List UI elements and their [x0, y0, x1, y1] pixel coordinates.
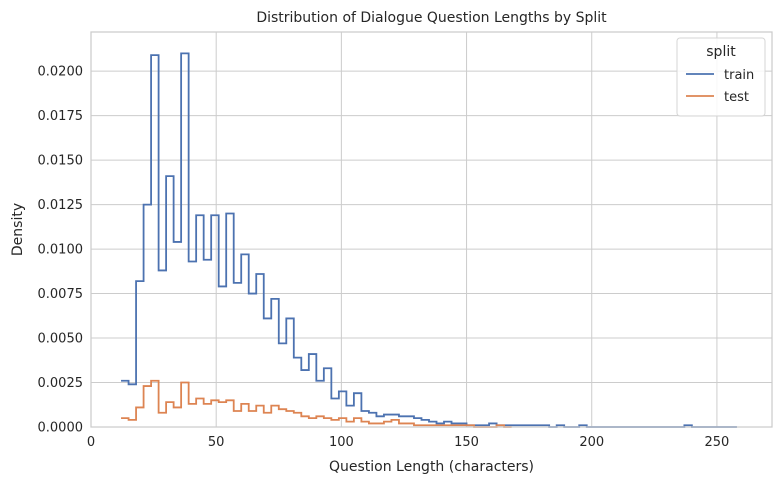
plot-frame: [90, 31, 773, 428]
y-tick-label: 0.0000: [38, 421, 84, 436]
x-tick-label: 150: [454, 435, 479, 450]
x-tick-label: 100: [329, 435, 354, 450]
x-axis-ticks: 0 50 100 150 200 250: [87, 435, 729, 450]
x-tick-label: 250: [705, 435, 730, 450]
legend-label-test: test: [724, 90, 749, 105]
legend: split train test: [676, 37, 766, 117]
legend-label-train: train: [724, 68, 754, 83]
y-axis-ticks: 0.0000 0.0025 0.0050 0.0075 0.0100 0.0125 0.01…: [38, 65, 84, 436]
x-tick-label: 0: [87, 435, 95, 450]
chart-title: Distribution of Dialogue Question Length…: [256, 10, 607, 26]
series-line-test: [121, 379, 512, 428]
y-axis-label: Density: [10, 203, 26, 256]
y-tick-label: 0.0075: [38, 287, 84, 302]
y-tick-label: 0.0100: [38, 243, 84, 258]
y-tick-label: 0.0175: [38, 109, 84, 124]
y-tick-label: 0.0150: [38, 154, 84, 169]
y-tick-label: 0.0050: [38, 332, 84, 347]
y-tick-label: 0.0125: [38, 198, 84, 213]
x-tick-label: 200: [579, 435, 604, 450]
y-tick-label: 0.0025: [38, 376, 84, 391]
y-tick-label: 0.0200: [38, 65, 84, 80]
legend-title: split: [706, 44, 736, 60]
x-axis-label: Question Length (characters): [329, 459, 534, 475]
plot-background: [91, 32, 772, 427]
x-tick-label: 50: [208, 435, 225, 450]
